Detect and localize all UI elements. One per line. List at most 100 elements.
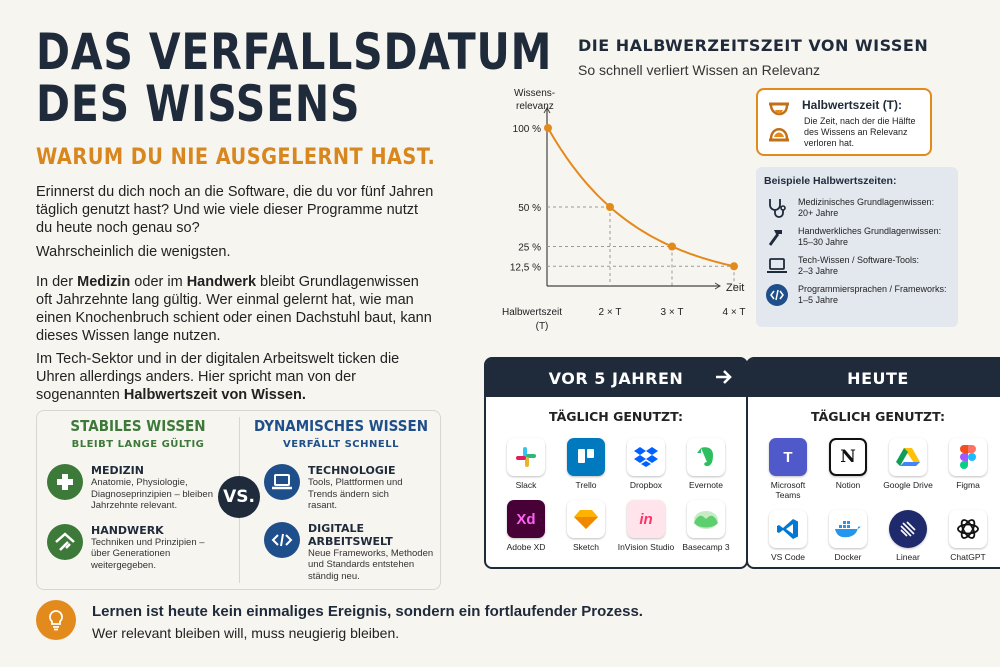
dynamic-heading: DYNAMISCHES WISSEN [253, 417, 429, 435]
tool-name: InVision Studio [617, 542, 675, 552]
tool-name: Slack [515, 480, 537, 490]
stable-subheading: BLEIBT LANGE GÜLTIG [71, 439, 205, 450]
stable-item-text: Anatomie, Physiologie, Diagnoseprinzipie… [91, 477, 214, 511]
dynamic-item-title: TECHNOLOGIE [308, 464, 396, 477]
dynamic-item-arbeitswelt: DIGITALE ARBEITSWELT Neue Frameworks, Me… [264, 521, 442, 583]
example-label: Medizinisches Grundlagenwissen: [798, 197, 935, 207]
tool-figma: Figma [938, 438, 998, 500]
x-tick-label: 2 × T [599, 307, 622, 318]
y-tick-label: 25 % [518, 243, 541, 254]
tool-chatgpt: ChatGPT [938, 510, 998, 562]
tool-name: Microsoft Teams [770, 480, 806, 500]
page-title-line-2: des Wissens [36, 75, 361, 133]
medizin-bold: Medizin [77, 274, 131, 290]
sketch-icon [567, 500, 605, 538]
stethoscope-icon [764, 197, 790, 219]
panel-now-heading: HEUTE [748, 359, 1000, 397]
chart-title: DIE HALBWERZEITSZEIT VON WISSEN [578, 36, 929, 55]
hammer-icon [764, 226, 790, 248]
tool-vscode: VS Code [758, 510, 818, 562]
x-axis-label: Zeit [726, 282, 744, 294]
footer-statement: Lernen ist heute kein einmaliges Ereigni… [92, 603, 643, 620]
chatgpt-icon [949, 510, 987, 548]
code-icon [264, 521, 300, 558]
example-label: Handwerkliches Grundlagenwissen: [798, 226, 942, 236]
x-tick-label: (T) [536, 321, 549, 332]
house-tools-icon [47, 523, 83, 560]
handwerk-bold: Handwerk [186, 274, 257, 290]
teams-icon: T [769, 438, 807, 476]
examples-heading: Beispiele Halbwertszeiten: [764, 175, 897, 187]
tool-dropbox: Dropbox [616, 438, 676, 490]
dynamic-item-text: Neue Frameworks, Methoden und Standards … [308, 547, 434, 582]
intro-paragraph-2: Wahrscheinlich die wenigsten. [36, 244, 231, 260]
tool-name: Figma [956, 480, 980, 490]
dynamic-subheading: VERFÄLLT SCHNELL [283, 439, 399, 450]
example-row-tech: Tech-Wissen / Software-Tools: 2–3 Jahre [764, 255, 958, 277]
x-tick-label: Halbwertszeit [502, 307, 562, 318]
page-title: Das Verfallsdatum des Wissens [36, 26, 551, 133]
y-axis-label-line-1: Wissens- [514, 88, 555, 99]
intro-paragraph-4: Im Tech-Sektor und in der digitalen Arbe… [36, 351, 400, 403]
tool-docker: Docker [818, 510, 878, 562]
vs-badge: VS. [218, 476, 260, 518]
tool-name: Sketch [573, 542, 599, 552]
stable-item-handwerk: HANDWERK Techniken und Prinzipien – über… [47, 523, 239, 572]
x-tick-label: 3 × T [661, 307, 684, 318]
y-tick-label: 50 % [518, 203, 541, 214]
panel-before-subheading: TÄGLICH GENUTZT: [549, 409, 683, 424]
y-tick-label: 12,5 % [510, 262, 541, 273]
stable-item-text: Techniken und Prinzipien – über Generati… [91, 536, 205, 571]
tool-linear: Linear [878, 510, 938, 562]
panel-before-heading: VOR 5 JAHREN [486, 359, 746, 397]
data-point [606, 203, 614, 211]
evernote-icon [687, 438, 725, 476]
dropbox-icon [627, 438, 665, 476]
examples-panel: Beispiele Halbwertszeiten: Medizinisches… [756, 167, 958, 327]
example-value: 1–5 Jahre [798, 295, 839, 305]
lightbulb-icon [36, 600, 76, 640]
comparison-box: STABILES WISSEN BLEIBT LANGE GÜLTIG MEDI… [36, 410, 441, 590]
tool-name: VS Code [770, 552, 806, 562]
tool-name: Adobe XD [506, 542, 546, 552]
dynamic-item-technologie: TECHNOLOGIE Tools, Plattformen und Trend… [264, 464, 442, 512]
example-value: 2–3 Jahre [798, 266, 839, 276]
panel-now-subheading: TÄGLICH GENUTZT: [811, 409, 945, 424]
vscode-icon [769, 510, 807, 548]
data-point [544, 124, 552, 132]
page-subtitle: Warum du nie ausgelernt hast. [36, 145, 436, 170]
data-point [730, 262, 738, 271]
tool-name: Google Drive [883, 480, 933, 490]
tool-name: Basecamp 3 [682, 542, 730, 552]
footer-tagline: Wer relevant bleiben will, muss neugieri… [92, 625, 400, 641]
halflife-card-title: Halbwertszeit (T): [802, 98, 903, 112]
halflife-chart: Wissens- relevanz 100 % 50 % 25 % 12,5 % Ha… [502, 88, 746, 332]
panel-before: VOR 5 JAHREN TÄGLICH GENUTZT: Slack Trel… [484, 357, 748, 569]
example-value: 15–30 Jahre [798, 237, 849, 247]
halflife-card-text: Die Zeit, nach der die Hälfte des Wissen… [804, 116, 916, 148]
tool-sketch: Sketch [556, 500, 616, 552]
tool-invision: in InVision Studio [616, 500, 676, 552]
tool-name: Evernote [688, 480, 724, 490]
basecamp-icon [687, 500, 725, 538]
panel-now: HEUTE TÄGLICH GENUTZT: T Microsoft Teams… [746, 357, 1000, 569]
x-tick-label: 4 × T [723, 307, 746, 318]
tool-adobe-xd: Xd Adobe XD [496, 500, 556, 552]
example-row-programming: Programmiersprachen / Frameworks: 1–5 Jah… [764, 284, 958, 306]
medical-cross-icon [47, 464, 83, 500]
data-point [668, 242, 676, 251]
intro-paragraph-3: In der Medizin oder im Handwerk bleibt G… [36, 274, 432, 344]
dynamic-item-title: DIGITALE ARBEITSWELT [308, 521, 393, 548]
example-label: Tech-Wissen / Software-Tools: [798, 255, 920, 265]
tool-name: Trello [575, 480, 597, 490]
stable-knowledge-column: STABILES WISSEN BLEIBT LANGE GÜLTIG MEDI… [37, 417, 239, 571]
tool-name: Linear [896, 552, 920, 562]
stable-item-medizin: MEDIZIN Anatomie, Physiologie, Diagnosep… [47, 464, 239, 512]
stable-item-title: MEDIZIN [91, 464, 144, 477]
adobe-xd-icon: Xd [507, 500, 545, 538]
example-row-medizin: Medizinisches Grundlagenwissen: 20+ Jahre [764, 197, 958, 219]
tool-name: Dropbox [629, 480, 663, 490]
example-row-handwerk: Handwerkliches Grundlagenwissen: 15–30 Ja… [764, 226, 958, 248]
tool-trello: Trello [556, 438, 616, 490]
figma-icon [949, 438, 987, 476]
